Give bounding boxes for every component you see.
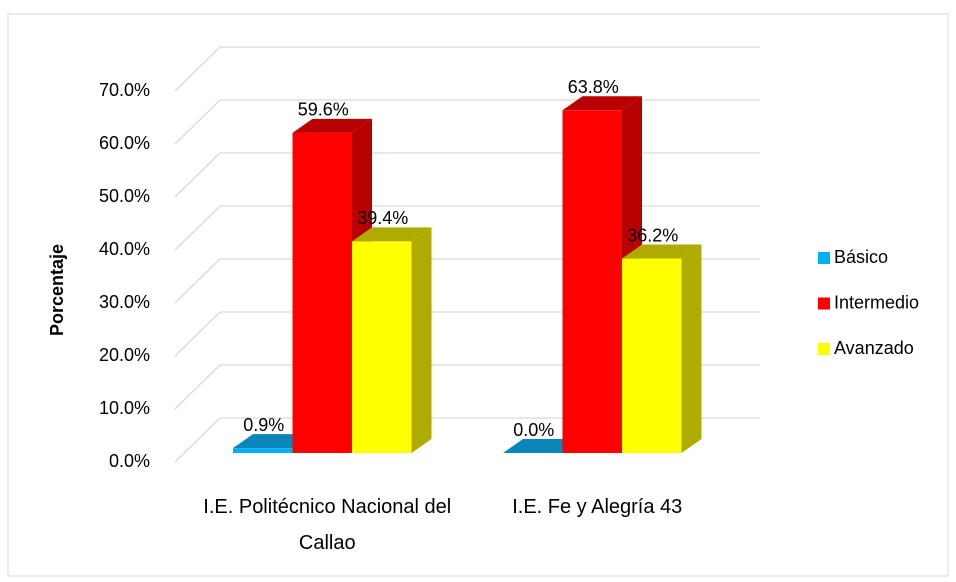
y-tick-label: 70.0% (99, 80, 150, 100)
legend-swatch (818, 252, 830, 264)
bar (562, 110, 622, 453)
y-tick-label: 30.0% (99, 292, 150, 312)
bar-top (622, 244, 702, 259)
grid-line (174, 46, 221, 92)
bar-side (411, 227, 432, 453)
bar (292, 132, 352, 453)
legend-label: Intermedio (834, 292, 919, 312)
legend-label: Avanzado (834, 338, 914, 358)
data-label: 0.9% (243, 415, 284, 435)
grid-line (174, 364, 221, 410)
bar (622, 258, 682, 453)
chart-border (7, 13, 949, 577)
y-axis-label: Porcentaje (47, 244, 67, 336)
data-label: 0.0% (513, 420, 554, 440)
legend-label: Básico (834, 247, 888, 267)
grid-line (174, 152, 221, 198)
bar (352, 241, 412, 453)
y-tick-label: 50.0% (99, 186, 150, 206)
data-label: 63.8% (568, 77, 619, 97)
bar (233, 448, 293, 453)
grid-line (174, 417, 221, 463)
x-tick-label: I.E. Politécnico Nacional del Callao (203, 496, 452, 554)
bar-top (352, 227, 432, 242)
y-tick-label: 0.0% (109, 451, 150, 471)
grid-line (174, 99, 221, 145)
grid-line (174, 258, 221, 304)
y-tick-label: 10.0% (99, 398, 150, 418)
bar-top (562, 96, 642, 111)
y-tick-label: 60.0% (99, 133, 150, 153)
bar-side (681, 244, 702, 453)
y-tick-label: 40.0% (99, 239, 150, 259)
x-tick-label: I.E. Fe y Alegría 43 (512, 496, 683, 518)
legend-swatch (818, 297, 830, 310)
y-tick-label: 20.0% (99, 345, 150, 365)
bar-top (292, 118, 372, 133)
data-label: 59.6% (298, 100, 349, 120)
grid-line (174, 311, 221, 357)
data-label: 39.4% (357, 208, 408, 228)
data-label: 36.2% (627, 225, 678, 245)
grid-line (174, 205, 221, 251)
legend-swatch (818, 343, 830, 355)
